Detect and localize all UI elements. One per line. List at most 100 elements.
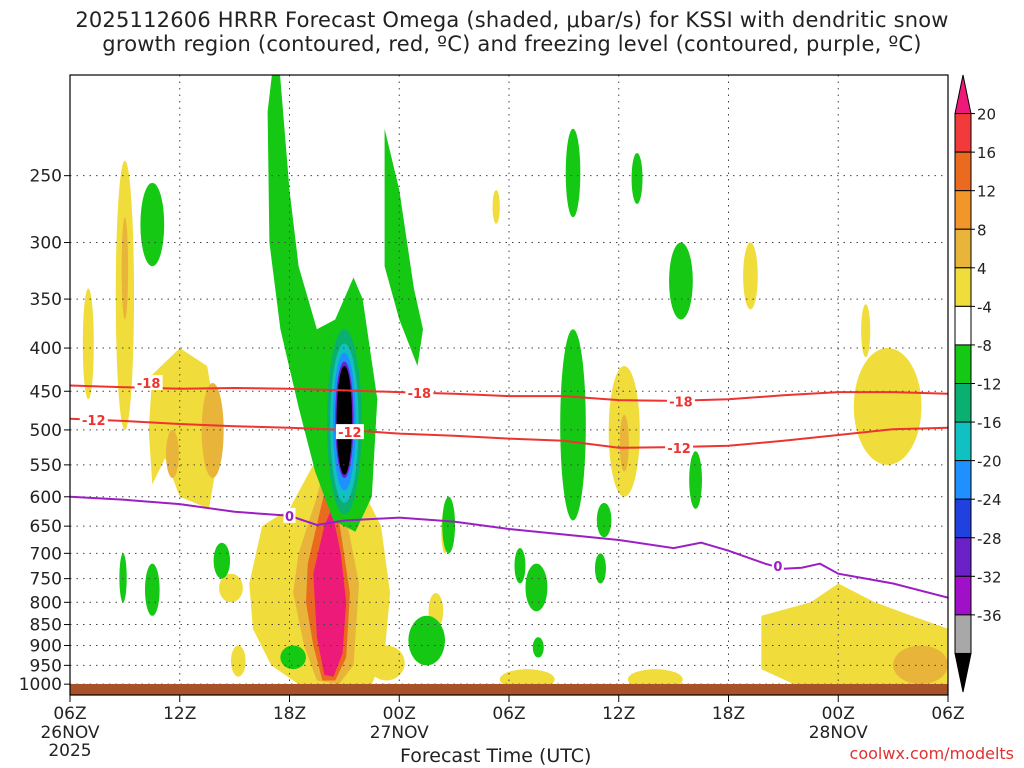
omega-yellow-4 [219,573,243,603]
y-tick-label: 900 [30,637,62,657]
omega-orange-4 [166,429,179,478]
colorbar-label: 12 [977,183,996,201]
colorbar-label: 20 [977,106,996,124]
x-tick-label: 12Z [602,704,635,724]
colorbar-label: 4 [977,260,987,278]
omega-yellow-gap [834,645,857,670]
omega-green-h [514,548,526,584]
contour-line-m12 [70,417,948,449]
omega-green-a [140,182,165,267]
contour-label: -18 [408,387,432,402]
omega-green-upper [384,128,423,366]
colorbar-swatch [954,113,972,153]
omega-orange-3 [201,383,224,478]
omega-green-q [532,637,544,658]
x-year-label: 2025 [48,741,91,761]
omega-yellow-5 [230,645,246,677]
contour-label-bg [283,507,296,523]
colorbar-swatch [954,344,972,384]
y-tick-label: 750 [30,570,62,590]
omega-pink-core [313,508,347,677]
colorbar-swatch [954,305,972,346]
x-tick-label: 00Z [822,704,855,724]
contour-label-bg [335,424,364,440]
y-tick-label: 350 [30,290,62,310]
x-date-label: 26NOV [40,723,99,743]
y-tick-label: 850 [30,616,62,636]
colorbar-swatch [954,652,972,693]
y-tick-label: 300 [30,234,62,254]
omega-orange-lowright [893,645,948,685]
contour-label-bg [665,439,694,455]
omega-yellow-15 [861,304,871,358]
colorbar: 20 16 12 8 4 -4 -8 -12 -16 -20 -24 -28 -32 -36 [954,74,1002,693]
colorbar-swatch [954,190,972,230]
x-tick-label: 06Z [53,704,86,724]
contour-label: -12 [338,426,362,441]
omega-yellow-12 [492,190,500,224]
credit-link[interactable]: coolwx.com/modelts [849,744,1014,763]
colorbar-swatch [954,537,972,577]
omega-green-o [631,152,643,204]
omega-green-n [669,242,693,320]
colorbar-swatch [954,498,972,539]
colorbar-label: -36 [977,607,1002,625]
colorbar-label: 8 [977,221,987,239]
colorbar-swatch [954,421,972,462]
colorbar-swatch [954,228,972,269]
omega-yellow-13 [743,242,758,310]
colorbar-label: -28 [977,530,1002,548]
colorbar-label: -8 [977,337,992,355]
y-tick-label: 400 [30,339,62,359]
x-date-label: 27NOV [370,723,429,743]
omega-green-d [213,542,231,579]
contour-label: -12 [82,414,106,429]
y-tick-label: 450 [30,382,62,402]
y-tick-label: 1000 [19,675,62,695]
colorbar-swatch [954,74,972,115]
y-tick-label: 250 [30,167,62,187]
title-line-2: growth region (contoured, red, ºC) and f… [102,32,922,56]
colorbar-label: -16 [977,414,1002,432]
x-tick-label: 06Z [931,704,964,724]
plot-background [70,75,948,695]
x-tick-label: 18Z [712,704,745,724]
omega-shading [82,75,948,692]
omega-yellow-2 [82,288,94,400]
omega-green-i [525,563,548,612]
x-tick-label: 00Z [383,704,416,724]
omega-green-f [408,615,445,666]
contour-line-0 [70,495,948,599]
y-tick-label: 800 [30,593,62,613]
contour-label-bg [405,384,434,400]
contour-label: -18 [669,396,693,411]
omega-green-p [689,451,702,509]
omega-green-g [442,496,456,554]
colorbar-swatch [954,614,972,654]
omega-orange-10 [619,414,629,472]
omega-yellow-6 [368,645,405,681]
x-date-label: 28NOV [809,723,868,743]
contour-label: -12 [667,442,691,457]
omega-green-m [596,502,612,538]
y-tick-label: 950 [30,656,62,676]
colorbar-label: -12 [977,376,1002,394]
omega-green-e [280,645,306,670]
y-tick-label: 550 [30,456,62,476]
colorbar-swatch [954,460,972,500]
contour-lines: -18 -12 -18 -12 -18 -12 0 0 [70,375,948,599]
ground-surface [70,684,948,695]
title-line-1: 2025112606 HRRR Forecast Omega (shaded, … [75,8,949,32]
omega-green-k [565,128,581,218]
x-tick-label: 12Z [163,704,196,724]
x-axis-label: Forecast Time (UTC) [400,745,592,767]
contour-label-bg [79,412,108,428]
contour-label-bg [134,375,163,391]
colorbar-label: -4 [977,298,992,316]
omega-green-l [594,553,606,584]
colorbar-swatch [954,383,972,423]
contour-label-bg [666,393,695,409]
colorbar-swatch [954,267,972,307]
